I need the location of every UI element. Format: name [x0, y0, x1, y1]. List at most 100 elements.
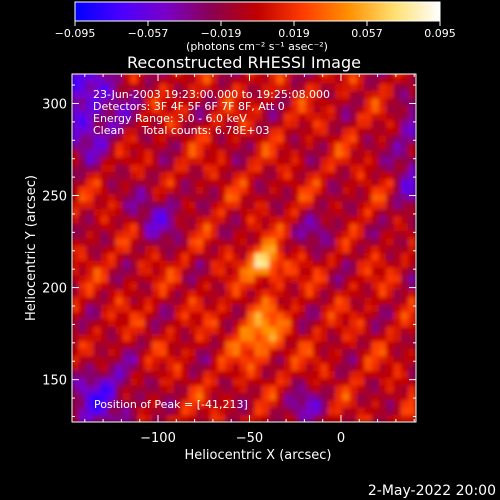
heatmap-cell: [166, 112, 175, 121]
heatmap-cell: [225, 340, 234, 349]
heatmap-cell: [225, 104, 234, 114]
heatmap-cell: [225, 200, 234, 209]
heatmap-cell: [166, 119, 175, 128]
heatmap-cell: [254, 74, 263, 77]
heatmap-cell: [283, 222, 293, 232]
heatmap-cell: [115, 384, 124, 394]
heatmap-cell: [298, 355, 307, 364]
heatmap-cell: [349, 377, 358, 386]
heatmap-cell: [152, 222, 161, 232]
heatmap-cell: [283, 193, 293, 202]
heatmap-cell: [232, 215, 241, 224]
heatmap-cell: [378, 74, 388, 77]
heatmap-cell: [393, 185, 402, 195]
heatmap-cell: [371, 406, 380, 416]
heatmap-cell: [298, 333, 307, 342]
heatmap-cell: [334, 90, 344, 99]
heatmap-cell: [122, 288, 132, 298]
heatmap-cell: [239, 148, 249, 158]
heatmap-cell: [261, 244, 271, 254]
heatmap-cell: [291, 384, 300, 394]
heatmap-cell: [356, 325, 366, 335]
heatmap-cell: [130, 193, 139, 202]
heatmap-cell: [305, 340, 315, 349]
heatmap-cell: [356, 355, 366, 364]
heatmap-cell: [320, 230, 329, 239]
heatmap-cell: [261, 369, 271, 379]
heatmap-cell: [371, 377, 380, 386]
heatmap-cell: [269, 104, 278, 114]
heatmap-cell: [144, 222, 154, 232]
heatmap-cell: [173, 222, 183, 232]
heatmap-cell: [291, 163, 300, 173]
heatmap-cell: [152, 266, 161, 276]
heatmap-cell: [378, 347, 388, 357]
heatmap-cell: [188, 252, 197, 261]
heatmap-cell: [400, 377, 410, 386]
heatmap-cell: [86, 362, 95, 371]
heatmap-cell: [72, 399, 80, 408]
heatmap-cell: [334, 325, 344, 335]
heatmap-cell: [122, 362, 132, 371]
heatmap-cell: [232, 362, 241, 371]
heatmap-cell: [232, 311, 241, 320]
heatmap-cell: [334, 244, 344, 254]
heatmap-cell: [188, 274, 197, 283]
heatmap-cell: [137, 347, 146, 357]
heatmap-cell: [254, 119, 263, 128]
heatmap-cell: [408, 74, 416, 77]
heatmap-cell: [159, 185, 168, 195]
heatmap-cell: [393, 200, 402, 209]
heatmap-cell: [378, 215, 388, 224]
info-clean-counts: Clean Total counts: 6.78E+03: [93, 124, 270, 137]
heatmap-cell: [254, 384, 263, 394]
heatmap-cell: [159, 333, 168, 342]
heatmap-cell: [254, 414, 263, 422]
heatmap-cell: [334, 384, 344, 394]
heatmap-cell: [195, 163, 205, 173]
heatmap-cell: [298, 112, 307, 121]
heatmap-cell: [188, 104, 197, 114]
heatmap-cell: [393, 414, 402, 422]
heatmap-cell: [137, 237, 146, 246]
heatmap-cell: [195, 141, 205, 150]
heatmap-cell: [320, 362, 329, 371]
heatmap-cell: [291, 193, 300, 202]
heatmap-cell: [386, 215, 395, 224]
heatmap-cell: [108, 392, 117, 401]
heatmap-cell: [232, 369, 241, 379]
heatmap-cell: [298, 141, 307, 150]
heatmap-cell: [371, 252, 380, 261]
heatmap-cell: [261, 163, 271, 173]
heatmap-cell: [356, 384, 366, 394]
heatmap-cell: [269, 296, 278, 305]
heatmap-cell: [115, 126, 124, 136]
heatmap-cell: [364, 178, 373, 187]
heatmap-cell: [298, 82, 307, 92]
heatmap-cell: [386, 244, 395, 254]
heatmap-cell: [386, 134, 395, 143]
heatmap-cell: [108, 141, 117, 150]
heatmap-cell: [247, 399, 256, 408]
heatmap-cell: [342, 244, 351, 254]
heatmap-cell: [72, 392, 80, 401]
heatmap-cell: [217, 369, 227, 379]
date-stamp: 2-May-2022 20:00: [368, 483, 496, 499]
heatmap-cell: [225, 185, 234, 195]
heatmap-cell: [408, 414, 416, 422]
heatmap-cell: [342, 171, 351, 180]
heatmap-cell: [115, 82, 124, 92]
heatmap-cell: [342, 119, 351, 128]
heatmap-cell: [166, 185, 175, 195]
heatmap-cell: [166, 74, 175, 77]
heatmap-cell: [122, 252, 132, 261]
heatmap-cell: [232, 406, 241, 416]
heatmap-cell: [276, 288, 285, 298]
heatmap-cell: [261, 185, 271, 195]
heatmap-cell: [386, 104, 395, 114]
heatmap-cell: [108, 171, 117, 180]
heatmap-cell: [283, 369, 293, 379]
heatmap-cell: [261, 75, 271, 84]
heatmap-cell: [137, 340, 146, 349]
heatmap-cell: [159, 281, 168, 290]
